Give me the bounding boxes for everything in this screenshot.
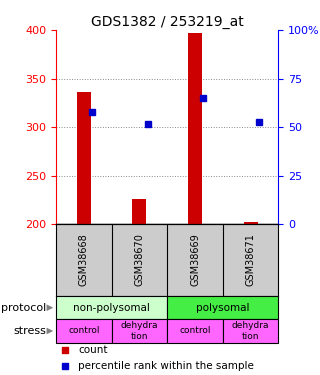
Text: polysomal: polysomal [196, 303, 250, 313]
Text: percentile rank within the sample: percentile rank within the sample [78, 360, 254, 370]
Text: GSM38669: GSM38669 [190, 234, 200, 286]
Text: count: count [78, 345, 108, 355]
Text: GSM38671: GSM38671 [246, 234, 256, 286]
Bar [56, 320, 112, 343]
Bar [223, 320, 278, 343]
Text: control: control [179, 327, 211, 336]
Bar [188, 33, 202, 224]
Text: protocol: protocol [1, 303, 46, 313]
Text: dehydra
tion: dehydra tion [232, 321, 269, 341]
Bar [167, 296, 278, 320]
Text: GSM38668: GSM38668 [79, 234, 89, 286]
Text: dehydra
tion: dehydra tion [121, 321, 158, 341]
Text: non-polysomal: non-polysomal [73, 303, 150, 313]
Bar [56, 296, 167, 320]
Bar [244, 222, 258, 224]
Text: GSM38670: GSM38670 [134, 234, 144, 286]
Text: control: control [68, 327, 100, 336]
Bar [132, 199, 146, 224]
Bar [167, 320, 223, 343]
Bar [112, 320, 167, 343]
Bar [77, 92, 91, 224]
Text: stress: stress [13, 326, 46, 336]
Title: GDS1382 / 253219_at: GDS1382 / 253219_at [91, 15, 244, 29]
